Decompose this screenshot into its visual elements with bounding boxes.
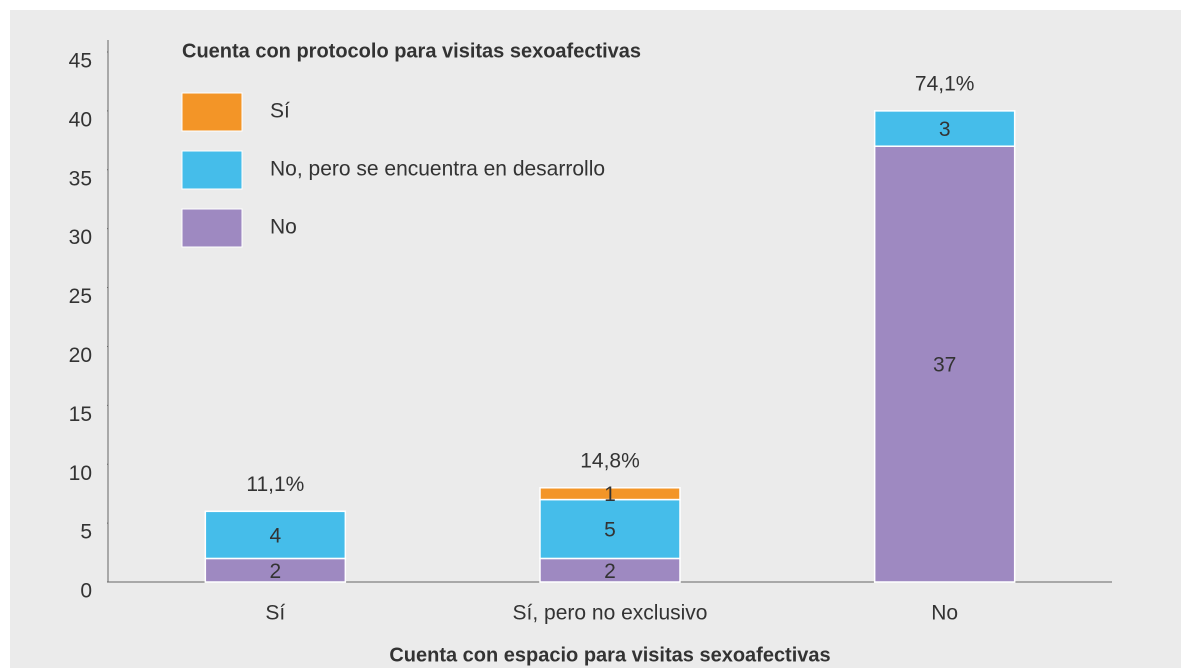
data-label: 1 [604,483,616,506]
y-tick-label: 45 [69,50,92,73]
y-tick-label: 35 [69,167,92,190]
y-tick-label: 15 [69,403,92,426]
y-tick-label: 20 [69,344,92,367]
y-tick-label: 0 [80,580,92,603]
legend-label: No [270,216,297,239]
bar-segment [539,487,681,501]
data-label: 4 [269,524,281,547]
legend-swatch [181,150,243,190]
legend-label: Sí [270,100,290,123]
data-label: 5 [604,519,616,542]
legend-swatch [181,208,243,248]
total-label: 14,8% [580,449,640,472]
legend-swatch [181,92,243,132]
data-label: 37 [933,354,956,377]
y-tick-label: 40 [69,108,92,131]
data-label: 2 [269,560,281,583]
total-label: 74,1% [915,72,975,95]
legend-title: Cuenta con protocolo para visitas sexoaf… [182,40,641,62]
bar-segment [204,510,347,560]
bar-segment [873,145,1016,583]
y-tick-label: 10 [69,462,92,485]
y-tick-label: 30 [69,226,92,249]
bar-segment [539,498,681,560]
legend-label: No, pero se encuentra en desarrollo [270,158,605,181]
total-label: 11,1% [246,473,304,496]
x-tick-label: Sí, pero no exclusivo [513,602,708,625]
bar-segment [873,110,1016,147]
data-label: 2 [604,560,616,583]
x-tick-label: No [931,602,958,625]
y-tick-label: 5 [80,521,92,544]
y-tick-label: 25 [69,285,92,308]
data-label: 3 [939,118,951,141]
x-axis-title: Cuenta con espacio para visitas sexoafec… [389,644,830,666]
x-tick-label: Sí [265,602,285,625]
